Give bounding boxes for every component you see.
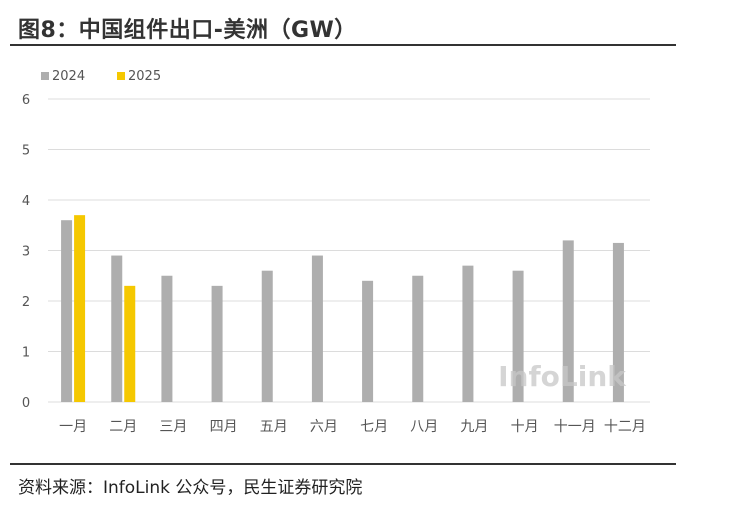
x-tick-label: 五月 xyxy=(260,419,288,435)
legend-swatch-2025 xyxy=(117,72,125,80)
x-tick-label: 十一月 xyxy=(554,419,596,435)
bar-2025-一月 xyxy=(74,215,86,402)
y-tick-label: 4 xyxy=(22,194,30,209)
y-tick-label: 2 xyxy=(22,295,30,310)
bar-2024-十一月 xyxy=(562,240,574,402)
bar-2024-四月 xyxy=(211,285,223,402)
x-axis-ticks: 一月 二月 三月 四月 五月 六月 七月 八月 九月 十月 十一月 十二月 xyxy=(59,419,646,435)
source-divider xyxy=(10,463,676,465)
x-tick-label: 一月 xyxy=(59,419,87,435)
bar-2024-五月 xyxy=(261,270,273,402)
legend-label-2024: 2024 xyxy=(52,69,85,84)
bar-2024-一月 xyxy=(61,220,73,402)
x-tick-label: 九月 xyxy=(460,419,488,435)
legend: 2024 2025 xyxy=(41,69,161,84)
bars xyxy=(61,215,624,402)
bar-2024-十月 xyxy=(512,270,524,402)
title-divider xyxy=(10,44,676,46)
y-tick-label: 0 xyxy=(22,396,30,411)
bar-2024-二月 xyxy=(111,255,123,402)
y-tick-label: 6 xyxy=(22,93,30,108)
y-tick-label: 5 xyxy=(22,144,30,159)
x-tick-label: 六月 xyxy=(310,419,338,435)
bar-2024-三月 xyxy=(161,275,173,402)
source-note: 资料来源：InfoLink 公众号，民生证券研究院 xyxy=(18,478,363,498)
x-tick-label: 十二月 xyxy=(604,419,646,435)
bar-2025-二月 xyxy=(124,285,136,402)
bar-2024-七月 xyxy=(362,280,374,402)
watermark: InfoLink xyxy=(498,360,627,393)
bar-2024-八月 xyxy=(412,275,424,402)
bar-2024-九月 xyxy=(462,265,474,402)
bar-2024-六月 xyxy=(311,255,323,402)
x-tick-label: 三月 xyxy=(159,419,187,435)
y-tick-label: 1 xyxy=(22,346,30,361)
bar-2024-十二月 xyxy=(612,242,624,402)
x-tick-label: 十月 xyxy=(511,419,539,435)
x-tick-label: 七月 xyxy=(360,419,388,435)
x-tick-label: 四月 xyxy=(210,419,238,435)
x-tick-label: 八月 xyxy=(410,419,438,435)
gridlines xyxy=(48,98,650,403)
legend-swatch-2024 xyxy=(41,72,49,80)
legend-label-2025: 2025 xyxy=(128,69,161,84)
y-axis-ticks: 0 1 2 3 4 5 6 xyxy=(22,93,30,411)
chart-title: 图8：中国组件出口-美洲（GW） xyxy=(18,18,357,43)
x-tick-label: 二月 xyxy=(109,419,137,435)
y-tick-label: 3 xyxy=(22,245,30,260)
